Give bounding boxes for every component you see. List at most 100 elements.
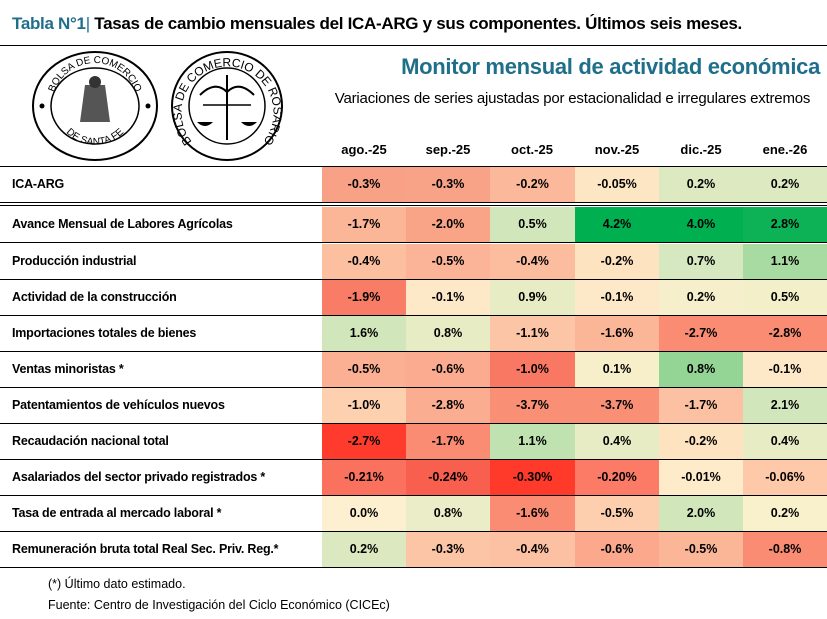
bolsa-rosario-logo: BOLSA DE COMERCIO DE ROSARIO bbox=[170, 51, 285, 161]
row-label: Recaudación nacional total bbox=[12, 434, 169, 448]
value-cell: -3.7% bbox=[490, 388, 575, 423]
value-cell: -0.6% bbox=[575, 532, 659, 567]
value-cell: -0.4% bbox=[322, 244, 406, 279]
value-cell: 0.8% bbox=[659, 352, 743, 387]
value-cell: 0.2% bbox=[322, 532, 406, 567]
source: Fuente: Centro de Investigación del Cicl… bbox=[48, 598, 390, 612]
table-row: Tasa de entrada al mercado laboral * 0.0%… bbox=[0, 496, 827, 531]
value-cell: -0.1% bbox=[575, 280, 659, 315]
table-row: ICA-ARG -0.3% -0.3% -0.2% -0.05% 0.2% 0.2% bbox=[0, 167, 827, 202]
value-cell: 1.6% bbox=[322, 316, 406, 351]
value-cell: -0.3% bbox=[406, 167, 490, 202]
svg-text:DE SANTA FE: DE SANTA FE bbox=[64, 126, 126, 148]
value-cell: -0.24% bbox=[406, 460, 490, 495]
row-divider bbox=[0, 423, 827, 424]
value-cell: -0.01% bbox=[659, 460, 743, 495]
table-row: Avance Mensual de Labores Agrícolas -1.7%… bbox=[0, 207, 827, 242]
value-cell: -1.0% bbox=[490, 352, 575, 387]
row-label: Producción industrial bbox=[12, 254, 137, 268]
value-cell: -1.7% bbox=[406, 424, 490, 459]
value-cell: -0.5% bbox=[575, 496, 659, 531]
column-header: oct.-25 bbox=[511, 142, 553, 157]
value-cell: -1.7% bbox=[322, 207, 406, 242]
value-cell: -0.4% bbox=[490, 244, 575, 279]
table-number: Tabla N°1 bbox=[12, 14, 86, 33]
table-row: Remuneración bruta total Real Sec. Priv.… bbox=[0, 532, 827, 567]
value-cell: 0.2% bbox=[743, 496, 827, 531]
bolsa-santa-fe-logo: BOLSA DE COMERCIO DE SANTA FE bbox=[32, 51, 158, 161]
value-cell: -2.8% bbox=[406, 388, 490, 423]
value-cell: 1.1% bbox=[743, 244, 827, 279]
row-label: Asalariados del sector privado registrad… bbox=[12, 470, 266, 484]
value-cell: 0.2% bbox=[659, 167, 743, 202]
table-title: Tabla N°1| Tasas de cambio mensuales del… bbox=[12, 14, 742, 34]
value-cell: 4.0% bbox=[659, 207, 743, 242]
value-cell: -0.30% bbox=[490, 460, 575, 495]
row-label: Ventas minoristas * bbox=[12, 362, 124, 376]
value-cell: 2.0% bbox=[659, 496, 743, 531]
value-cell: -0.4% bbox=[490, 532, 575, 567]
value-cell: -0.1% bbox=[743, 352, 827, 387]
column-header: ago.-25 bbox=[341, 142, 387, 157]
value-cell: 0.4% bbox=[575, 424, 659, 459]
row-divider bbox=[0, 387, 827, 388]
value-cell: 0.9% bbox=[490, 280, 575, 315]
column-header: sep.-25 bbox=[425, 142, 471, 157]
column-header: dic.-25 bbox=[680, 142, 722, 157]
value-cell: -0.20% bbox=[575, 460, 659, 495]
title-separator: | bbox=[85, 14, 90, 33]
row-divider bbox=[0, 242, 827, 243]
monitor-title: Monitor mensual de actividad económica bbox=[401, 54, 820, 79]
value-cell: -2.0% bbox=[406, 207, 490, 242]
value-cell: 0.2% bbox=[659, 280, 743, 315]
table-row: Patentamientos de vehículos nuevos -1.0% -… bbox=[0, 388, 827, 423]
row-label: Tasa de entrada al mercado laboral * bbox=[12, 506, 222, 520]
footnote: (*) Último dato estimado. bbox=[48, 577, 186, 591]
value-cell: -2.7% bbox=[659, 316, 743, 351]
value-cell: -1.6% bbox=[575, 316, 659, 351]
table-row: Importaciones totales de bienes 1.6% 0.8% -… bbox=[0, 316, 827, 351]
value-cell: 0.8% bbox=[406, 316, 490, 351]
row-label: ICA-ARG bbox=[12, 177, 65, 191]
value-cell: 1.1% bbox=[490, 424, 575, 459]
row-divider bbox=[0, 495, 827, 496]
row-divider bbox=[0, 205, 827, 206]
table-row: Recaudación nacional total -2.7% -1.7% 1.1%… bbox=[0, 424, 827, 459]
row-divider bbox=[0, 279, 827, 280]
value-cell: 0.5% bbox=[743, 280, 827, 315]
divider bbox=[0, 45, 827, 46]
table-row: Asalariados del sector privado registrad… bbox=[0, 460, 827, 495]
table-row: Ventas minoristas * -0.5% -0.6% -1.0% 0.1% 0.… bbox=[0, 352, 827, 387]
value-cell: -0.2% bbox=[659, 424, 743, 459]
table-row: Producción industrial -0.4% -0.5% -0.4% -0.2… bbox=[0, 244, 827, 279]
value-cell: 0.5% bbox=[490, 207, 575, 242]
value-cell: -0.5% bbox=[322, 352, 406, 387]
row-divider bbox=[0, 531, 827, 532]
value-cell: -0.5% bbox=[659, 532, 743, 567]
row-divider bbox=[0, 202, 827, 203]
value-cell: 0.0% bbox=[322, 496, 406, 531]
value-cell: -2.8% bbox=[743, 316, 827, 351]
value-cell: -0.5% bbox=[406, 244, 490, 279]
row-label: Patentamientos de vehículos nuevos bbox=[12, 398, 225, 412]
value-cell: 2.8% bbox=[743, 207, 827, 242]
value-cell: -0.3% bbox=[322, 167, 406, 202]
row-divider bbox=[0, 567, 827, 568]
row-label: Actividad de la construcción bbox=[12, 290, 177, 304]
value-cell: -3.7% bbox=[575, 388, 659, 423]
value-cell: -0.21% bbox=[322, 460, 406, 495]
row-label: Importaciones totales de bienes bbox=[12, 326, 197, 340]
value-cell: 0.7% bbox=[659, 244, 743, 279]
value-cell: -2.7% bbox=[322, 424, 406, 459]
value-cell: -1.6% bbox=[490, 496, 575, 531]
value-cell: -0.05% bbox=[575, 167, 659, 202]
value-cell: -0.1% bbox=[406, 280, 490, 315]
value-cell: -1.7% bbox=[659, 388, 743, 423]
row-divider bbox=[0, 351, 827, 352]
value-cell: 0.4% bbox=[743, 424, 827, 459]
row-divider bbox=[0, 315, 827, 316]
value-cell: -0.2% bbox=[575, 244, 659, 279]
column-header: ene.-26 bbox=[762, 142, 808, 157]
value-cell: -0.8% bbox=[743, 532, 827, 567]
